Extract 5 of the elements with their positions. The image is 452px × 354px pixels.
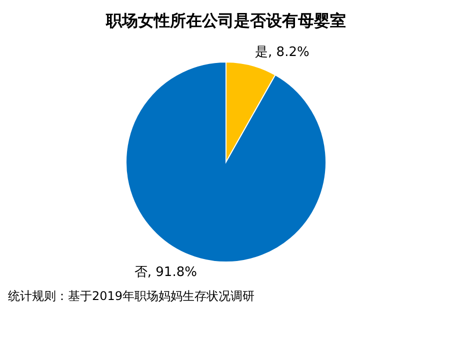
slice-label: 是, 8.2% <box>255 44 310 60</box>
text: 统计规则：基于2019年职场妈妈生存状况调研 <box>8 289 255 303</box>
slice-label: 否, 91.8% <box>134 265 197 280</box>
pie-slice <box>126 62 326 262</box>
chart-title: 职场女性所在公司是否设有母婴室 <box>105 11 346 30</box>
